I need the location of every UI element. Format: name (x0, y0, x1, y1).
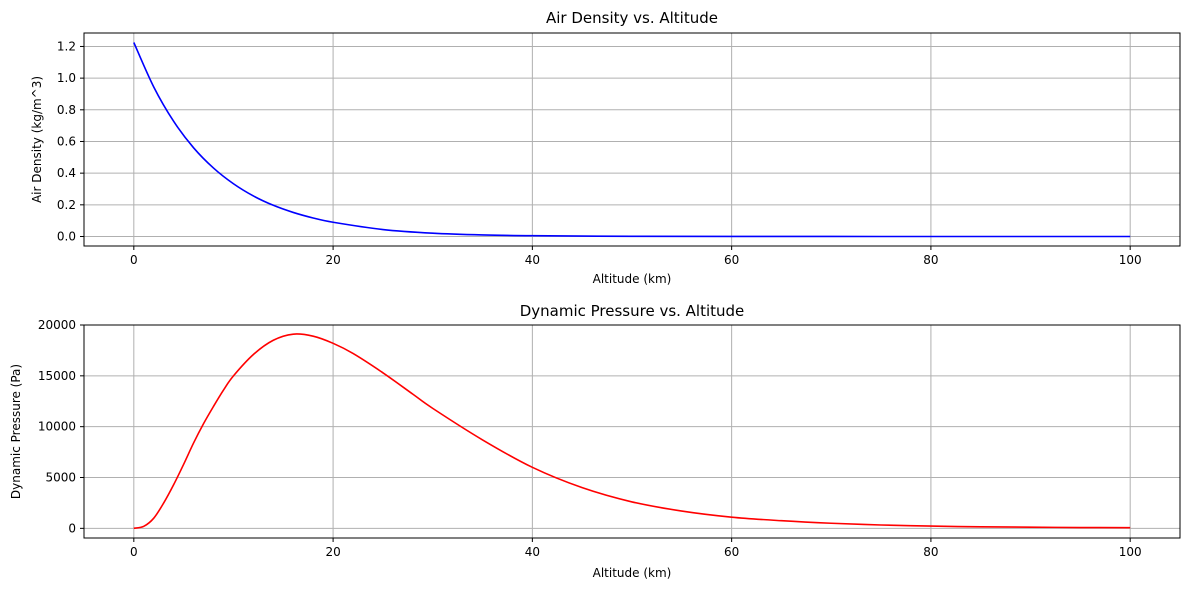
air-density-chart: 0 20 40 60 80 100 0.0 0.2 0.4 0.6 0.8 1.0 1.2 Air De… (30, 9, 1181, 286)
y-tick-label: 0.8 (57, 103, 76, 117)
plot-frame (83, 32, 1181, 247)
series-line (133, 42, 1131, 238)
x-tick-label: 60 (724, 545, 739, 559)
x-tick-label: 20 (325, 253, 340, 267)
y-tick-label: 1.0 (57, 71, 76, 85)
x-tick-label: 60 (724, 253, 739, 267)
x-tick-label: 0 (130, 253, 138, 267)
x-tick-label: 0 (130, 545, 138, 559)
x-tick-label: 100 (1119, 545, 1142, 559)
y-tick-label: 0.4 (57, 166, 76, 180)
y-tick-label: 15000 (38, 369, 76, 383)
x-tick-label: 100 (1119, 253, 1142, 267)
x-tick-label: 80 (923, 545, 938, 559)
x-axis-label: Altitude (km) (593, 566, 672, 580)
y-tick-label: 20000 (38, 318, 76, 332)
series-line (133, 333, 1131, 530)
x-axis-label: Altitude (km) (593, 272, 672, 286)
y-tick-label: 5000 (45, 471, 76, 485)
y-tick-label: 0.2 (57, 198, 76, 212)
y-tick-label: 0.6 (57, 134, 76, 148)
x-tick-label: 80 (923, 253, 938, 267)
x-tick-label: 20 (325, 545, 340, 559)
dynamic-pressure-chart: 0 20 40 60 80 100 0 5000 10000 15000 20000 Dynamic… (9, 302, 1181, 580)
y-tick-label: 0.0 (57, 229, 76, 243)
chart-title: Air Density vs. Altitude (546, 9, 718, 27)
y-axis-label: Air Density (kg/m^3) (30, 76, 44, 203)
plot-frame (83, 324, 1181, 539)
y-tick-label: 10000 (38, 420, 76, 434)
y-tick-label: 0 (68, 521, 76, 535)
y-axis-label: Dynamic Pressure (Pa) (9, 364, 23, 499)
x-tick-label: 40 (525, 253, 540, 267)
y-tick-label: 1.2 (57, 39, 76, 53)
chart-title: Dynamic Pressure vs. Altitude (520, 302, 745, 320)
x-tick-label: 40 (525, 545, 540, 559)
